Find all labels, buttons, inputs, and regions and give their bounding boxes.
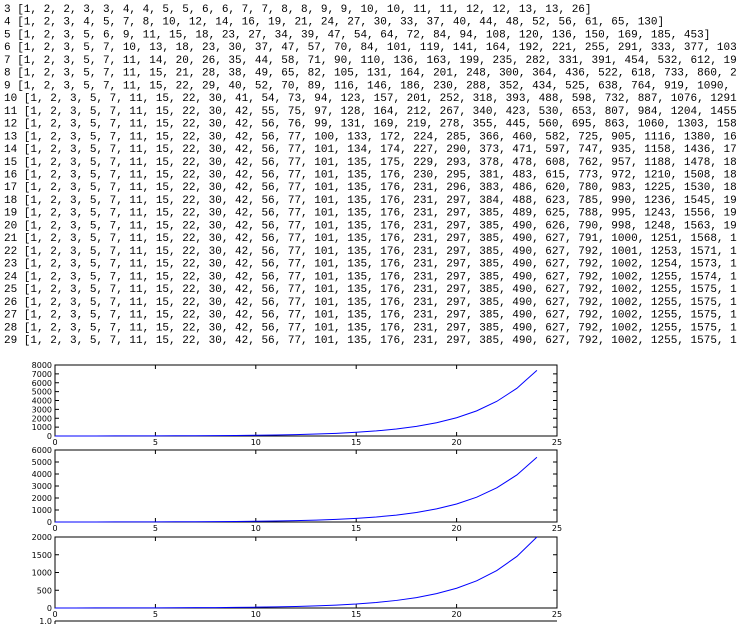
x-tick-label: 0 bbox=[52, 524, 57, 533]
y-tick-label: 1000 bbox=[32, 423, 52, 432]
line-series bbox=[54, 369, 538, 437]
x-tick-label: 5 bbox=[153, 438, 158, 447]
output-line: 18 [1, 2, 3, 5, 7, 11, 15, 22, 30, 42, 5… bbox=[4, 195, 737, 207]
output-line: 20 [1, 2, 3, 5, 7, 11, 15, 22, 30, 42, 5… bbox=[4, 220, 737, 232]
output-line: 23 [1, 2, 3, 5, 7, 11, 15, 22, 30, 42, 5… bbox=[4, 259, 737, 271]
x-tick-label: 20 bbox=[452, 438, 462, 447]
output-line: 26 [1, 2, 3, 5, 7, 11, 15, 22, 30, 42, 5… bbox=[4, 297, 737, 309]
y-tick-label: 1000 bbox=[32, 506, 52, 515]
x-tick-label: 10 bbox=[251, 438, 261, 447]
output-line: 27 [1, 2, 3, 5, 7, 11, 15, 22, 30, 42, 5… bbox=[4, 310, 737, 322]
axes-frame bbox=[54, 364, 558, 437]
output-line: 12 [1, 2, 3, 5, 7, 11, 15, 22, 30, 42, 5… bbox=[4, 119, 737, 131]
output-line: 6 [1, 2, 3, 5, 7, 10, 13, 18, 23, 30, 37… bbox=[4, 42, 737, 54]
x-tick-label: 15 bbox=[351, 610, 361, 619]
y-tick-label: 6000 bbox=[32, 446, 52, 455]
x-tick-label: 20 bbox=[452, 524, 462, 533]
output-line: 22 [1, 2, 3, 5, 7, 11, 15, 22, 30, 42, 5… bbox=[4, 246, 737, 258]
x-tick-label: 25 bbox=[552, 610, 562, 619]
y-tick-label: 0 bbox=[47, 604, 52, 613]
y-tick-label: 2000 bbox=[32, 414, 52, 423]
x-tick-label: 15 bbox=[351, 524, 361, 533]
output-line: 14 [1, 2, 3, 5, 7, 11, 15, 22, 30, 42, 5… bbox=[4, 144, 737, 156]
output-line: 3 [1, 2, 2, 3, 3, 4, 4, 5, 5, 6, 6, 7, 7… bbox=[4, 4, 592, 16]
output-line: 17 [1, 2, 3, 5, 7, 11, 15, 22, 30, 42, 5… bbox=[4, 182, 737, 194]
output-line: 11 [1, 2, 3, 5, 7, 11, 15, 22, 30, 42, 5… bbox=[4, 106, 737, 118]
y-tick-label: 7000 bbox=[32, 370, 52, 379]
x-tick-label: 10 bbox=[251, 524, 261, 533]
output-line: 8 [1, 2, 3, 5, 7, 11, 15, 21, 28, 38, 49… bbox=[4, 68, 737, 80]
y-tick-label: 2000 bbox=[32, 494, 52, 503]
x-tick-label: 25 bbox=[552, 524, 562, 533]
x-tick-label: 25 bbox=[552, 438, 562, 447]
line-series bbox=[55, 536, 538, 609]
y-tick-label: 2000 bbox=[32, 533, 52, 542]
y-tick-label: 0 bbox=[47, 432, 52, 441]
x-tick-label: 0 bbox=[52, 438, 57, 447]
output-line: 10 [1, 2, 3, 5, 7, 11, 15, 22, 30, 41, 5… bbox=[4, 93, 737, 105]
output-line: 29 [1, 2, 3, 5, 7, 11, 15, 22, 30, 42, 5… bbox=[4, 335, 737, 347]
output-line: 16 [1, 2, 3, 5, 7, 11, 15, 22, 30, 42, 5… bbox=[4, 169, 737, 181]
y-tick-label: 500 bbox=[37, 586, 52, 595]
y-tick-label: 5000 bbox=[32, 388, 52, 397]
x-tick-label: 0 bbox=[52, 610, 57, 619]
output-line: 13 [1, 2, 3, 5, 7, 11, 15, 22, 30, 42, 5… bbox=[4, 131, 737, 143]
y-tick-label: 8000 bbox=[32, 361, 52, 370]
y-tick-label: 1.0 bbox=[39, 617, 52, 624]
output-line: 25 [1, 2, 3, 5, 7, 11, 15, 22, 30, 42, 5… bbox=[4, 284, 737, 296]
output-line: 19 [1, 2, 3, 5, 7, 11, 15, 22, 30, 42, 5… bbox=[4, 208, 737, 220]
output-line: 7 [1, 2, 3, 5, 7, 11, 14, 20, 26, 35, 44… bbox=[4, 55, 737, 67]
x-tick-label: 5 bbox=[153, 524, 158, 533]
y-tick-label: 6000 bbox=[32, 379, 52, 388]
y-tick-label: 4000 bbox=[32, 397, 52, 406]
output-line: 4 [1, 2, 3, 4, 5, 7, 8, 10, 12, 14, 16, … bbox=[4, 17, 664, 29]
output-line: 24 [1, 2, 3, 5, 7, 11, 15, 22, 30, 42, 5… bbox=[4, 271, 737, 283]
axes-frame bbox=[54, 449, 558, 523]
y-tick-label: 1500 bbox=[32, 551, 52, 560]
axes-frame bbox=[54, 536, 558, 609]
y-tick-label: 4000 bbox=[32, 470, 52, 479]
x-tick-label: 20 bbox=[452, 610, 462, 619]
output-line: 15 [1, 2, 3, 5, 7, 11, 15, 22, 30, 42, 5… bbox=[4, 157, 737, 169]
output-line: 5 [1, 2, 3, 5, 6, 9, 11, 15, 18, 23, 27,… bbox=[4, 29, 710, 41]
output-line: 21 [1, 2, 3, 5, 7, 11, 15, 22, 30, 42, 5… bbox=[4, 233, 737, 245]
line-series bbox=[54, 456, 538, 523]
x-tick-label: 15 bbox=[351, 438, 361, 447]
x-tick-label: 10 bbox=[251, 610, 261, 619]
y-tick-label: 5000 bbox=[32, 458, 52, 467]
y-tick-label: 3000 bbox=[32, 405, 52, 414]
x-tick-label: 5 bbox=[153, 610, 158, 619]
output-line: 9 [1, 2, 3, 5, 7, 11, 15, 22, 29, 40, 52… bbox=[4, 80, 737, 92]
y-tick-label: 3000 bbox=[32, 482, 52, 491]
output-line: 28 [1, 2, 3, 5, 7, 11, 15, 22, 30, 42, 5… bbox=[4, 322, 737, 334]
y-tick-label: 1000 bbox=[32, 569, 52, 578]
y-tick-label: 0 bbox=[47, 518, 52, 527]
